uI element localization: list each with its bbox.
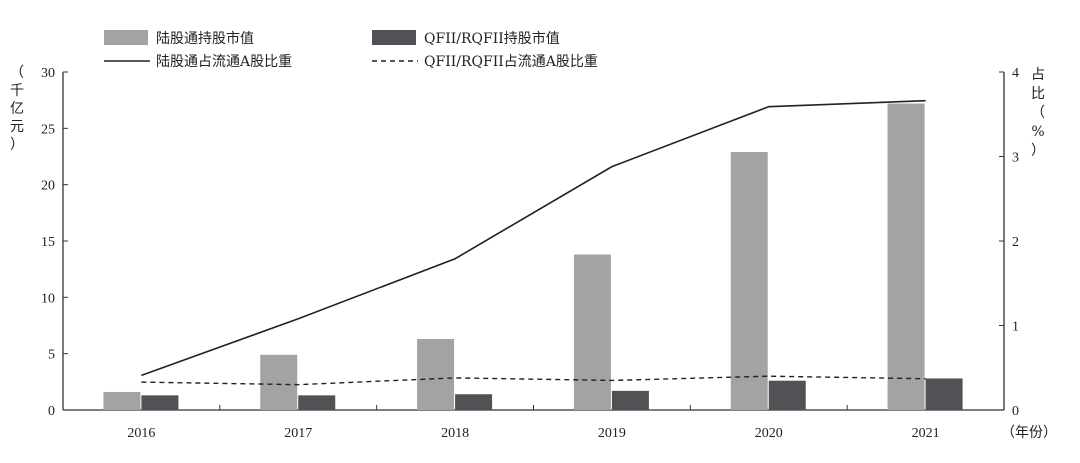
bar-qfii-2018 [455, 394, 493, 410]
axes: 0 5 10 15 20 25 30 0 1 2 3 4 2016 2017 2018 2019 2020 202… [10, 65, 1057, 441]
bar-lugutong-2020 [730, 151, 768, 410]
bar-lugutong-2018 [417, 339, 455, 410]
x-tick-label: 2021 [912, 426, 940, 441]
x-axis-unit: （年份） [1001, 425, 1057, 441]
left-axis-title: （千亿元） [10, 65, 24, 153]
right-tick-label: 0 [1012, 404, 1019, 419]
bar-qfii-2016 [141, 395, 179, 410]
x-tick-label: 2020 [755, 426, 783, 441]
legend-label-3: QFII/RQFII占流通A股比重 [424, 54, 598, 70]
legend-label-0: 陆股通持股市值 [156, 30, 254, 47]
right-tick-label: 3 [1012, 151, 1019, 166]
legend-swatch-1 [372, 30, 416, 45]
lines [141, 99, 926, 386]
bar-qfii-2019 [611, 390, 649, 410]
left-tick-label: 5 [48, 348, 55, 363]
bar-lugutong-2021 [887, 103, 925, 411]
x-tick-label: 2019 [598, 426, 626, 441]
bars [103, 103, 963, 411]
x-tick-label: 2017 [284, 426, 312, 441]
left-tick-label: 0 [48, 404, 55, 419]
right-tick-label: 4 [1012, 66, 1019, 81]
right-tick-label: 1 [1012, 320, 1019, 335]
bar-qfii-2021 [925, 378, 963, 410]
bar-lugutong-2016 [103, 391, 141, 410]
legend-swatch-0 [104, 30, 148, 45]
x-tick-label: 2018 [441, 426, 469, 441]
left-tick-label: 10 [41, 291, 55, 306]
line-lugutong-ratio [141, 99, 926, 377]
bar-qfii-2020 [768, 380, 806, 410]
bar-lugutong-2019 [573, 254, 611, 410]
left-tick-label: 20 [41, 179, 55, 194]
left-tick-label: 15 [41, 235, 55, 250]
legend-label-2: 陆股通占流通A股比重 [156, 54, 292, 70]
left-tick-label: 25 [41, 122, 55, 137]
right-axis-title: 占比（%） [1031, 67, 1045, 159]
x-tick-label: 2016 [127, 426, 155, 441]
left-tick-label: 30 [41, 66, 55, 81]
right-tick-label: 2 [1012, 235, 1019, 250]
bar-qfii-2017 [298, 395, 336, 410]
legend-label-1: QFII/RQFII持股市值 [424, 30, 560, 47]
bar-lugutong-2017 [260, 354, 298, 410]
line-qfii-ratio [141, 375, 926, 386]
